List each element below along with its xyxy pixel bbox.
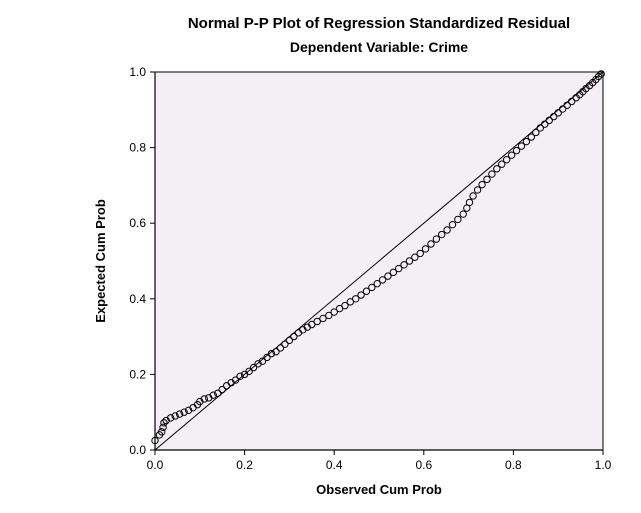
y-axis-label: Expected Cum Prob [93, 199, 108, 323]
x-tick-label: 0.2 [236, 458, 253, 472]
y-tick-label: 0.0 [129, 443, 146, 457]
pp-plot-container: Normal P-P Plot of Regression Standardiz… [0, 0, 641, 513]
y-tick-label: 0.2 [129, 367, 146, 381]
x-axis-label: Observed Cum Prob [316, 482, 442, 497]
x-tick-label: 1.0 [595, 458, 612, 472]
y-tick-label: 1.0 [129, 65, 146, 79]
x-tick-label: 0.4 [326, 458, 343, 472]
y-tick-label: 0.6 [129, 216, 146, 230]
y-tick-label: 0.4 [129, 292, 146, 306]
chart-subtitle: Dependent Variable: Crime [290, 39, 468, 55]
x-tick-label: 0.8 [505, 458, 522, 472]
y-tick-label: 0.8 [129, 141, 146, 155]
x-tick-label: 0.6 [415, 458, 432, 472]
chart-title: Normal P-P Plot of Regression Standardiz… [188, 15, 570, 32]
x-tick-label: 0.0 [147, 458, 164, 472]
pp-plot-svg: Normal P-P Plot of Regression Standardiz… [0, 0, 641, 513]
